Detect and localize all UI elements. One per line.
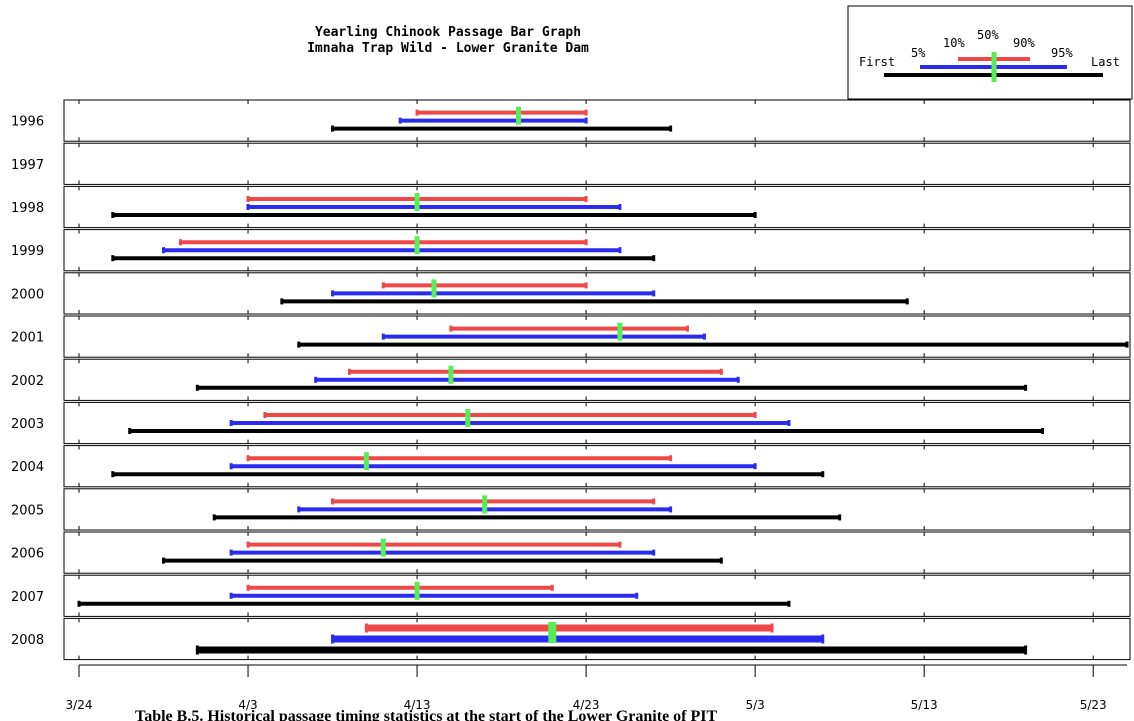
x-tick-label: 3/24 xyxy=(66,698,93,712)
year-label: 2005 xyxy=(11,503,44,518)
year-label: 2003 xyxy=(11,417,44,432)
year-label: 2002 xyxy=(11,374,44,389)
row-frame xyxy=(63,531,1131,574)
year-label: 1999 xyxy=(11,244,44,259)
row-frame xyxy=(63,445,1131,488)
row-1999: 1999 xyxy=(11,229,1131,272)
row-frame xyxy=(63,99,1131,142)
legend-label-90pct: 90% xyxy=(1013,36,1035,50)
row-1997: 1997 xyxy=(11,142,1131,185)
x-tick-label: 5/3 xyxy=(745,698,764,712)
row-frame xyxy=(63,617,1131,661)
row-frame xyxy=(63,185,1131,229)
row-2004: 2004 xyxy=(11,445,1131,488)
year-label: 2001 xyxy=(11,331,44,346)
row-frame xyxy=(63,315,1131,358)
chart-title-line-1: Yearling Chinook Passage Bar Graph xyxy=(315,25,581,40)
row-frame xyxy=(63,142,1131,185)
row-2000: 2000 xyxy=(11,272,1131,315)
x-tick-label: 4/3 xyxy=(238,698,257,712)
legend-box xyxy=(847,5,1133,100)
row-1998: 1998 xyxy=(11,185,1131,229)
row-frame xyxy=(63,574,1131,617)
year-label: 2004 xyxy=(11,460,44,475)
row-2005: 2005 xyxy=(11,488,1131,531)
row-2002: 2002 xyxy=(11,358,1131,401)
x-axis: 3/24 4/3 4/13 4/23 5/3 5/13 5/23 xyxy=(66,664,1127,712)
row-2006: 2006 xyxy=(11,531,1131,574)
year-label: 1998 xyxy=(11,201,44,216)
year-rows: 1996 1997 1998 1999 2000 2001 2002 2003 2004 2005… xyxy=(11,99,1131,661)
row-frame xyxy=(63,358,1131,401)
year-label: 2008 xyxy=(11,633,44,648)
x-tick-label: 5/13 xyxy=(911,698,938,712)
row-2003: 2003 xyxy=(11,401,1131,445)
row-2007: 2007 xyxy=(11,574,1131,617)
caption-fragment: Table B.5. Historical passage timing sta… xyxy=(135,708,718,721)
legend: First 5% 10% 50% 90% 95% Last xyxy=(847,5,1133,100)
legend-label-10pct: 10% xyxy=(943,36,965,50)
chart-title-line-2: Imnaha Trap Wild - Lower Granite Dam xyxy=(307,41,589,56)
x-tick-label: 5/23 xyxy=(1080,698,1107,712)
row-frame xyxy=(63,488,1131,531)
x-tick-label: 4/13 xyxy=(404,698,431,712)
row-frame xyxy=(63,401,1131,445)
year-label: 2006 xyxy=(11,547,44,562)
year-label: 2000 xyxy=(11,287,44,302)
row-frame xyxy=(63,272,1131,315)
row-2008: 2008 xyxy=(11,617,1131,661)
legend-label-5pct: 5% xyxy=(911,46,926,60)
legend-label-50pct: 50% xyxy=(977,28,999,42)
row-2001: 2001 xyxy=(11,315,1131,358)
legend-label-first: First xyxy=(859,55,895,69)
legend-label-last: Last xyxy=(1091,55,1120,69)
year-label: 2007 xyxy=(11,590,44,605)
year-label: 1996 xyxy=(11,115,44,130)
x-tick-label: 4/23 xyxy=(573,698,600,712)
row-frame xyxy=(63,229,1131,272)
legend-label-95pct: 95% xyxy=(1051,46,1073,60)
year-label: 1997 xyxy=(11,158,44,173)
row-1996: 1996 xyxy=(11,99,1131,142)
